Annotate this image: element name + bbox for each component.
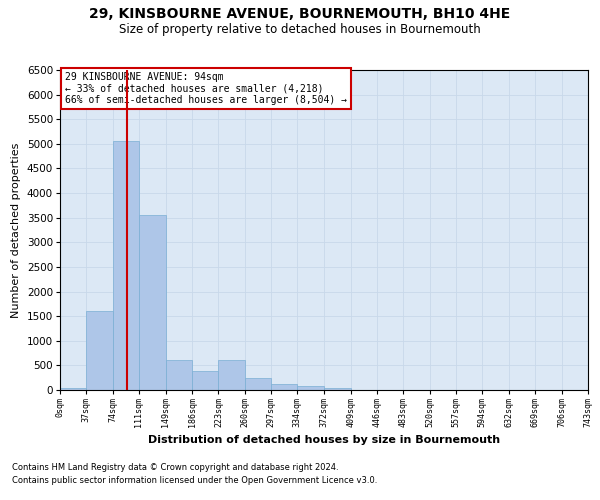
Bar [271, 384, 298, 390]
Bar [325, 388, 350, 390]
Bar [298, 386, 325, 390]
Bar [113, 142, 139, 390]
Bar [218, 360, 245, 390]
Text: 29 KINSBOURNE AVENUE: 94sqm
← 33% of detached houses are smaller (4,218)
66% of : 29 KINSBOURNE AVENUE: 94sqm ← 33% of det… [65, 72, 347, 105]
Text: Distribution of detached houses by size in Bournemouth: Distribution of detached houses by size … [148, 435, 500, 445]
Bar [139, 215, 166, 390]
Bar [86, 311, 113, 390]
Text: 29, KINSBOURNE AVENUE, BOURNEMOUTH, BH10 4HE: 29, KINSBOURNE AVENUE, BOURNEMOUTH, BH10… [89, 8, 511, 22]
Y-axis label: Number of detached properties: Number of detached properties [11, 142, 21, 318]
Bar [60, 388, 86, 390]
Bar [166, 360, 192, 390]
Bar [192, 371, 218, 390]
Text: Contains HM Land Registry data © Crown copyright and database right 2024.: Contains HM Land Registry data © Crown c… [12, 464, 338, 472]
Text: Contains public sector information licensed under the Open Government Licence v3: Contains public sector information licen… [12, 476, 377, 485]
Bar [245, 378, 271, 390]
Text: Size of property relative to detached houses in Bournemouth: Size of property relative to detached ho… [119, 22, 481, 36]
